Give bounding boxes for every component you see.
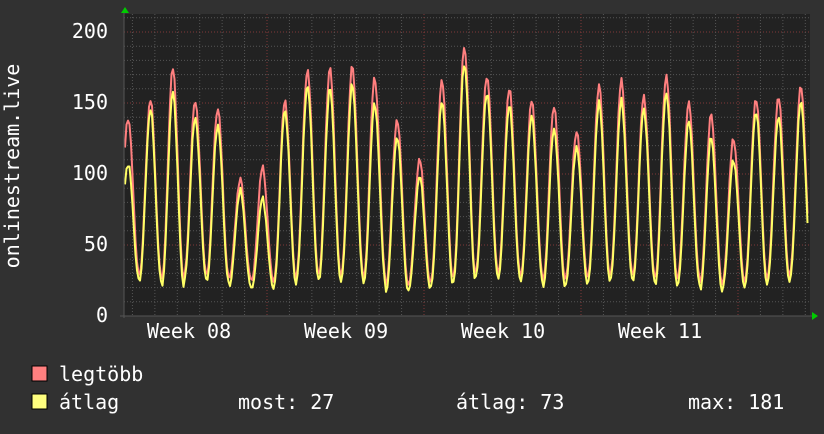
legend: legtöbb átlag most: 27 átlag: 73 max: 18… [31, 362, 784, 414]
y-tick-label: 50 [84, 232, 108, 256]
stat-current: most: 27 [238, 390, 334, 414]
series-lines [124, 47, 809, 293]
x-tick-label: Week 10 [461, 319, 545, 343]
y-tick-label: 200 [72, 19, 108, 43]
y-axis-label: onlinestream.live [0, 64, 24, 269]
legend-swatch-legtobb [31, 365, 48, 382]
legend-label: legtöbb [59, 362, 143, 386]
y-axis-ticks: 0 50 100 150 200 [72, 19, 108, 327]
x-tick-label: Week 11 [618, 319, 702, 343]
y-axis-arrow-icon [121, 7, 129, 13]
y-tick-label: 150 [72, 90, 108, 114]
stat-average: átlag: 73 [456, 390, 564, 414]
x-axis-arrow-icon [812, 312, 818, 320]
y-tick-label: 0 [96, 303, 108, 327]
stat-max: max: 181 [688, 390, 784, 414]
x-axis-ticks: Week 08 Week 09 Week 10 Week 11 [147, 319, 702, 343]
legend-label: átlag [59, 390, 119, 414]
legend-swatch-atlag [31, 393, 48, 410]
x-tick-label: Week 08 [147, 319, 231, 343]
x-tick-label: Week 09 [304, 319, 388, 343]
series-line-atlag [124, 65, 809, 293]
y-tick-label: 100 [72, 161, 108, 185]
